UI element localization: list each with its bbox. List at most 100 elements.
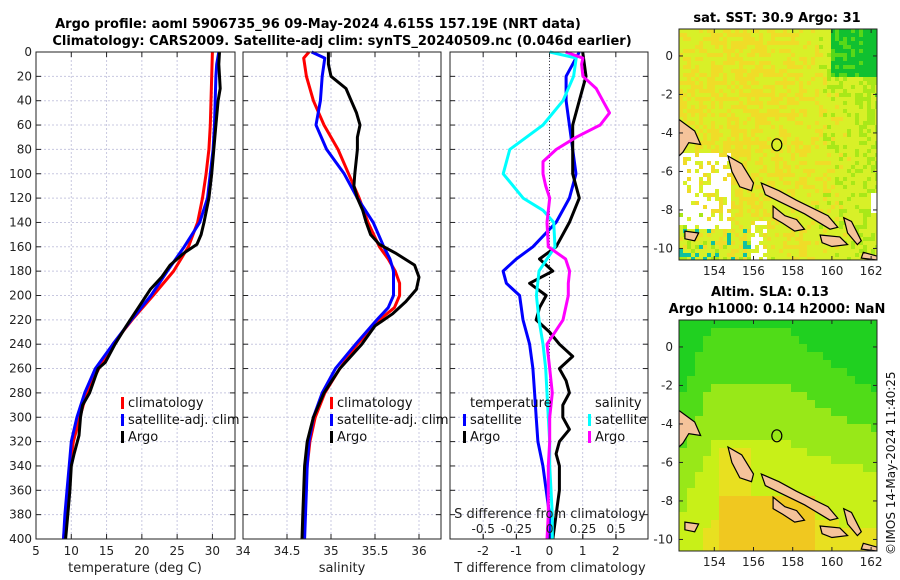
sla-map-title-line2: Argo h1000: 0.14 h2000: NaN bbox=[669, 302, 886, 317]
map-x-tick-label: 162 bbox=[860, 555, 883, 569]
legend-label-t-argo: Argo bbox=[470, 430, 500, 445]
legend-swatch-climatology bbox=[121, 397, 124, 409]
x-tick-label: 0 bbox=[546, 544, 554, 558]
map-y-tick-label: -6 bbox=[661, 455, 673, 469]
legend-swatch-t-satellite bbox=[463, 414, 466, 426]
y-tick-label: 100 bbox=[9, 167, 32, 181]
island-outline bbox=[684, 521, 700, 533]
legend-swatch-argo bbox=[121, 431, 124, 443]
map-y-tick-label: -10 bbox=[653, 532, 673, 546]
series-line-satellite-adj-clim bbox=[62, 51, 221, 540]
y-tick-label: 260 bbox=[9, 362, 32, 376]
y-tick-label: 200 bbox=[9, 289, 32, 303]
x-tick-label: 36 bbox=[411, 544, 426, 558]
y-tick-label: 140 bbox=[9, 215, 32, 229]
y-tick-label: 320 bbox=[9, 435, 32, 449]
series-line-temperature-satellite bbox=[501, 51, 581, 539]
map-x-tick-label: 156 bbox=[742, 555, 765, 569]
island-outline bbox=[819, 234, 849, 248]
map-y-tick-label: 0 bbox=[665, 49, 673, 63]
y-tick-label: 20 bbox=[17, 69, 32, 83]
x-tick-label: 5 bbox=[32, 544, 40, 558]
y-tick-label: 120 bbox=[9, 191, 32, 205]
y-tick-label: 40 bbox=[17, 94, 32, 108]
salinity-legend: climatology satellite-adj. clim Argo bbox=[330, 396, 449, 445]
axes-frame bbox=[449, 51, 649, 540]
y-tick-label: 280 bbox=[9, 386, 32, 400]
x-tick-label: 34.5 bbox=[274, 544, 301, 558]
s-tick-label: 0.25 bbox=[570, 522, 597, 536]
sla-map-panel: 154 156 158 160 162 0 -2 -4 -6 -8 -10 bbox=[653, 319, 883, 569]
island-outline bbox=[679, 118, 702, 157]
map-x-tick-label: 160 bbox=[820, 555, 843, 569]
x-tick-label: -2 bbox=[477, 544, 489, 558]
temperature-panel: 0 20 40 60 80 100 120 140 160 180 200 220 240 260 280 3… bbox=[9, 45, 236, 558]
y-tick-label: 340 bbox=[9, 459, 32, 473]
sst-map-panel: 154 156 158 160 162 0 -2 -4 -6 -8 -10 bbox=[653, 28, 883, 278]
difference-legend: temperature salinity satellite Argo sate… bbox=[463, 396, 647, 445]
salinity-panel: 34 34.5 35 35.5 36 bbox=[235, 50, 442, 558]
temperature-legend: climatology satellite-adj. clim Argo bbox=[121, 396, 240, 445]
map-y-tick-label: 0 bbox=[665, 340, 673, 354]
island-outline bbox=[727, 445, 755, 483]
island-outline bbox=[772, 495, 806, 523]
s-tick-label: 0.5 bbox=[607, 522, 626, 536]
axes-frame bbox=[35, 51, 236, 540]
argo-position-marker bbox=[771, 429, 783, 443]
x-tick-label: 30 bbox=[205, 544, 220, 558]
legend-swatch-satellite bbox=[121, 414, 124, 426]
island-outline bbox=[842, 216, 863, 246]
map-x-tick-label: 160 bbox=[820, 264, 843, 278]
y-tick-label: 240 bbox=[9, 337, 32, 351]
legend-swatch-t-argo bbox=[463, 431, 466, 443]
map-y-tick-label: -6 bbox=[661, 164, 673, 178]
difference-s-xlabel: S difference from climatology bbox=[454, 507, 646, 522]
argo-position-marker bbox=[771, 138, 783, 152]
legend-swatch-argo bbox=[330, 431, 333, 443]
map-x-tick-label: 162 bbox=[860, 264, 883, 278]
legend-swatch-s-argo bbox=[588, 431, 591, 443]
island-outline bbox=[760, 181, 839, 230]
y-tick-label: 160 bbox=[9, 240, 32, 254]
x-tick-label: 25 bbox=[169, 544, 184, 558]
salinity-xlabel: salinity bbox=[319, 561, 366, 576]
map-x-tick-label: 158 bbox=[781, 264, 804, 278]
y-tick-label: 0 bbox=[24, 45, 32, 59]
legend-label-satellite: satellite-adj. clim bbox=[128, 413, 240, 428]
x-tick-label: 2 bbox=[612, 544, 620, 558]
island-outline bbox=[684, 230, 700, 242]
series-line-satellite-adj-clim bbox=[303, 50, 395, 540]
legend-title-temperature: temperature bbox=[470, 396, 552, 411]
series-line-temperature-argo bbox=[528, 51, 588, 540]
temperature-xlabel: temperature (deg C) bbox=[68, 561, 202, 576]
legend-label-argo: Argo bbox=[337, 430, 367, 445]
x-tick-label: 34 bbox=[235, 544, 250, 558]
series-line-salinity-argo bbox=[541, 50, 611, 540]
map-y-tick-label: -8 bbox=[661, 203, 673, 217]
map-x-tick-label: 158 bbox=[781, 555, 804, 569]
legend-swatch-s-satellite bbox=[588, 414, 591, 426]
x-tick-label: 20 bbox=[134, 544, 149, 558]
x-tick-label: 35.5 bbox=[362, 544, 389, 558]
island-outline bbox=[819, 525, 849, 539]
x-tick-label: 15 bbox=[99, 544, 114, 558]
map-y-tick-label: -2 bbox=[661, 378, 673, 392]
difference-xlabel: T difference from climatology bbox=[453, 561, 646, 576]
map-y-tick-label: -4 bbox=[661, 126, 673, 140]
difference-panel: -2 -1 0 1 2 -0.5 -0.25 0 0.25 0.5 bbox=[449, 50, 649, 558]
timestamp: ©IMOS 14-May-2024 11:40:25 bbox=[884, 371, 898, 555]
legend-label-argo: Argo bbox=[128, 430, 158, 445]
map-x-tick-label: 154 bbox=[703, 264, 726, 278]
map-y-tick-label: -2 bbox=[661, 87, 673, 101]
island-outline bbox=[679, 409, 702, 448]
map-y-tick-label: -10 bbox=[653, 241, 673, 255]
s-tick-label: -0.5 bbox=[472, 522, 495, 536]
series-line-argo bbox=[300, 52, 421, 540]
y-tick-label: 180 bbox=[9, 264, 32, 278]
sla-field bbox=[679, 320, 877, 551]
x-tick-label: 35 bbox=[323, 544, 338, 558]
y-tick-label: 220 bbox=[9, 313, 32, 327]
s-tick-label: -0.25 bbox=[501, 522, 532, 536]
legend-label-s-argo: Argo bbox=[595, 430, 625, 445]
y-tick-label: 60 bbox=[17, 118, 32, 132]
